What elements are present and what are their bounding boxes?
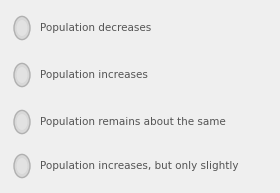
Ellipse shape [14, 110, 30, 134]
Ellipse shape [14, 154, 30, 178]
Ellipse shape [14, 63, 30, 87]
Ellipse shape [17, 158, 27, 174]
Text: Population decreases: Population decreases [40, 23, 151, 33]
Text: Population remains about the same: Population remains about the same [40, 117, 226, 127]
Ellipse shape [17, 20, 27, 36]
Ellipse shape [14, 16, 30, 40]
Ellipse shape [17, 67, 27, 83]
Ellipse shape [17, 114, 27, 130]
Text: Population increases: Population increases [40, 70, 148, 80]
Text: Population increases, but only slightly: Population increases, but only slightly [40, 161, 239, 171]
